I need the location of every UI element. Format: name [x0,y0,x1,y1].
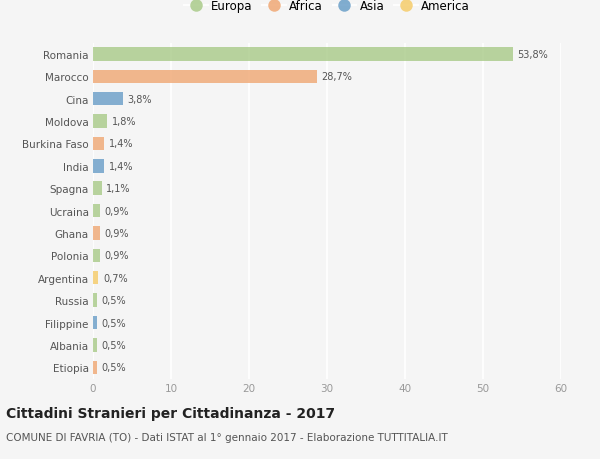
Bar [93,70,317,84]
Bar [93,93,122,106]
Bar [93,204,100,218]
Text: 1,8%: 1,8% [112,117,136,127]
Text: COMUNE DI FAVRIA (TO) - Dati ISTAT al 1° gennaio 2017 - Elaborazione TUTTITALIA.: COMUNE DI FAVRIA (TO) - Dati ISTAT al 1°… [6,432,448,442]
Text: 53,8%: 53,8% [517,50,548,60]
Bar [93,160,104,173]
Bar [93,338,97,352]
Bar [93,249,100,263]
Bar [93,271,98,285]
Bar [93,227,100,240]
Text: 0,5%: 0,5% [101,363,126,373]
Bar [93,48,512,62]
Bar [93,115,107,129]
Text: 0,5%: 0,5% [101,340,126,350]
Text: 28,7%: 28,7% [322,72,352,82]
Text: Cittadini Stranieri per Cittadinanza - 2017: Cittadini Stranieri per Cittadinanza - 2… [6,406,335,420]
Legend: Europa, Africa, Asia, America: Europa, Africa, Asia, America [182,0,472,15]
Bar [93,294,97,307]
Text: 0,9%: 0,9% [105,229,129,239]
Text: 0,5%: 0,5% [101,318,126,328]
Text: 0,7%: 0,7% [103,273,128,283]
Bar [93,361,97,374]
Bar [93,137,104,151]
Text: 1,4%: 1,4% [109,139,133,149]
Text: 1,1%: 1,1% [106,184,131,194]
Text: 0,9%: 0,9% [105,251,129,261]
Text: 0,5%: 0,5% [101,296,126,306]
Text: 3,8%: 3,8% [127,95,152,105]
Text: 0,9%: 0,9% [105,206,129,216]
Text: 1,4%: 1,4% [109,162,133,172]
Bar [93,316,97,330]
Bar [93,182,101,196]
